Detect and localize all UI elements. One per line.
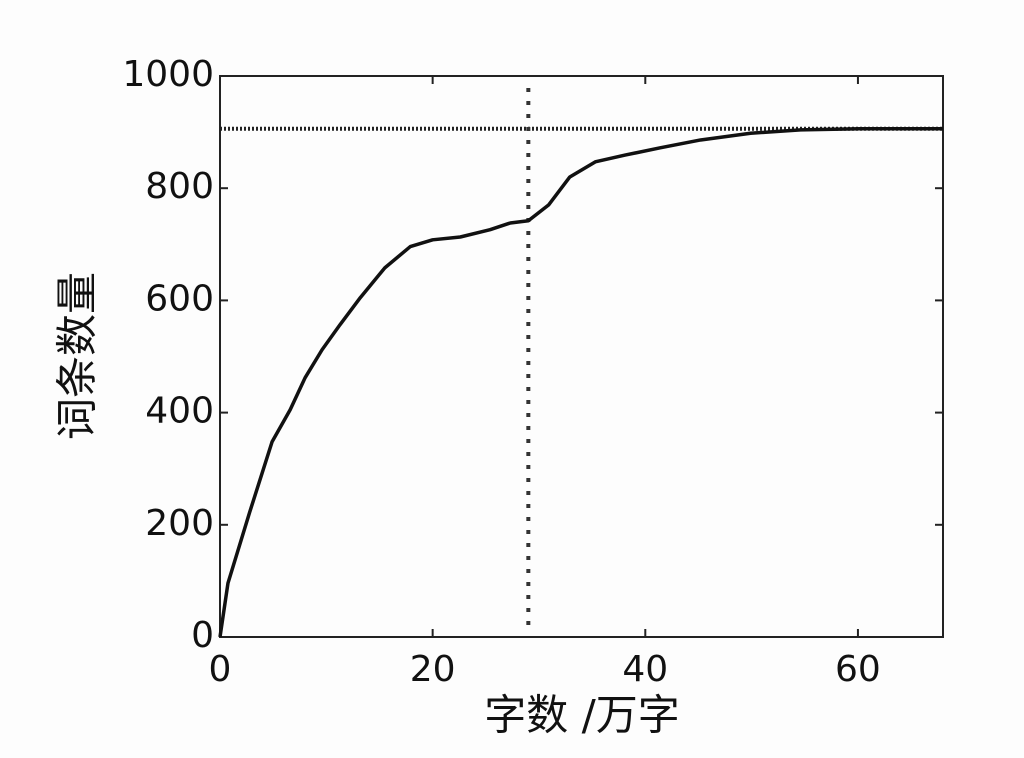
y-tick-label: 400 (145, 391, 214, 432)
y-tick-label: 0 (191, 615, 214, 656)
x-tick-label: 60 (835, 649, 881, 690)
y-tick-label: 1000 (122, 54, 214, 95)
y-tick-label: 200 (145, 503, 214, 544)
data-line (218, 126, 943, 638)
x-tick-label: 0 (209, 649, 232, 690)
y-tick-label: 600 (145, 278, 214, 319)
x-axis-label: 字数 /万字 (484, 691, 680, 740)
y-axis-label: 词条数量 (53, 272, 102, 440)
x-tick-label: 20 (410, 649, 456, 690)
plot-frame (219, 75, 944, 638)
y-tick-label: 800 (145, 166, 214, 207)
x-tick-label: 40 (622, 649, 668, 690)
